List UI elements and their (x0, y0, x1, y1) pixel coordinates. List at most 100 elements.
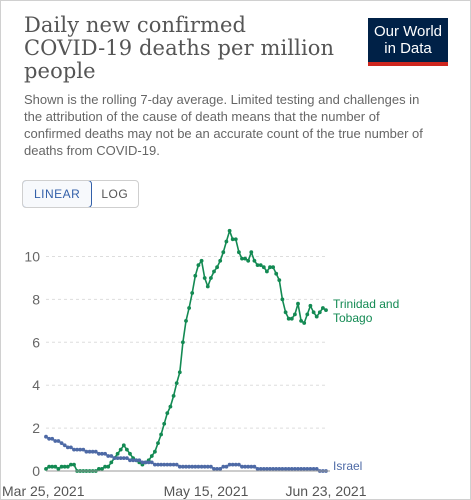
israel-point (193, 464, 198, 469)
israel-point (131, 458, 136, 463)
israel-point (283, 467, 288, 471)
israel-point (305, 467, 310, 471)
trinidad-and-tobago-point (177, 370, 182, 375)
israel-point (205, 464, 210, 469)
israel-point (121, 456, 126, 460)
trinidad-and-tobago-point (50, 464, 55, 469)
trinidad-and-tobago-point (62, 464, 67, 469)
trinidad-and-tobago-point (280, 297, 285, 302)
logo-accent-bar (368, 62, 448, 66)
trinidad-and-tobago-point (227, 228, 232, 233)
israel-point (187, 464, 192, 469)
israel-point (65, 445, 70, 450)
israel-point (240, 464, 244, 469)
trinidad-and-tobago-point (289, 316, 294, 321)
trinidad-and-tobago-point (218, 258, 223, 263)
trinidad-and-tobago-point (103, 464, 107, 469)
israel-point (286, 467, 291, 471)
israel-point (62, 443, 67, 448)
series-labels: Trinidad and Tobago Israel (333, 297, 399, 473)
israel-point (233, 462, 238, 467)
israel-point (90, 449, 95, 454)
trinidad-and-tobago-point (184, 319, 188, 323)
israel-point (302, 467, 307, 471)
linear-scale-button[interactable]: LINEAR (23, 181, 93, 207)
x-tick-middle: May 15, 2021 (164, 483, 249, 499)
logo-line-2: in Data (384, 40, 432, 57)
x-axis: Mar 25, 2021 May 15, 2021 Jun 23, 2021 (2, 470, 367, 499)
trinidad-and-tobago-point (162, 421, 167, 426)
trinidad-and-tobago-point (202, 276, 207, 280)
israel-point (118, 456, 123, 460)
trinidad-and-tobago-point (165, 411, 170, 415)
trinidad-and-tobago-point (265, 269, 269, 274)
israel-point (78, 447, 83, 452)
israel-point (81, 447, 86, 452)
trinidad-and-tobago-point (56, 467, 61, 471)
label-trinidad-and-tobago: Trinidad and Tobago (333, 297, 399, 325)
trinidad-and-tobago-point (100, 467, 104, 471)
israel-point (177, 464, 182, 469)
israel-point (84, 449, 89, 454)
israel-point (199, 464, 204, 469)
israel-point (103, 451, 107, 456)
trinidad-and-tobago-point (261, 265, 266, 270)
israel-point (237, 462, 241, 467)
chart-title: Daily new confirmed COVID-19 deaths per … (24, 14, 354, 83)
chart-subtitle: Shown is the rolling 7-day average. Limi… (24, 92, 423, 158)
israel-point (274, 467, 279, 471)
israel-point (311, 467, 316, 471)
israel-point (289, 467, 294, 471)
trinidad-and-tobago-point (193, 273, 198, 278)
israel-point (181, 464, 185, 469)
trinidad-and-tobago-point (59, 464, 64, 469)
israel-point (314, 467, 319, 471)
israel-point (106, 454, 111, 458)
israel-point (202, 464, 207, 469)
trinidad-and-tobago-point (118, 447, 123, 452)
israel-point (87, 449, 92, 454)
israel-point (268, 467, 272, 471)
israel-point (125, 456, 129, 460)
israel-point (134, 458, 139, 463)
owid-logo[interactable]: Our World in Data (368, 18, 448, 66)
trinidad-and-tobago-point (125, 447, 129, 452)
trinidad-and-tobago-point (196, 263, 201, 267)
israel-point (243, 464, 248, 469)
israel-point (196, 464, 201, 469)
title-line-1: Daily new confirmed (24, 13, 247, 37)
israel-point (165, 462, 170, 467)
israel-point (97, 451, 101, 456)
trinidad-and-tobago-point (159, 432, 164, 437)
y-tick-6: 6 (32, 334, 40, 350)
trinidad-and-tobago-point (252, 258, 257, 263)
log-scale-button[interactable]: LOG (101, 187, 129, 201)
israel-point (72, 447, 76, 452)
trinidad-and-tobago-point (109, 460, 114, 465)
logo-line-1: Our World (373, 23, 443, 40)
israel-point (171, 462, 176, 467)
trinidad-and-tobago-point (121, 443, 126, 448)
trinidad-and-tobago-point (268, 265, 272, 270)
israel-point (168, 462, 173, 467)
israel-point (293, 467, 297, 471)
israel-point (246, 464, 251, 469)
israel-point (174, 462, 179, 467)
y-tick-8: 8 (32, 291, 40, 307)
israel-point (255, 467, 260, 471)
trinidad-and-tobago-point (115, 451, 120, 456)
title-line-3: people (24, 59, 96, 83)
israel-point (47, 436, 51, 441)
israel-point (299, 467, 303, 471)
trinidad-and-tobago-point (47, 464, 51, 469)
israel-point (140, 460, 145, 465)
trinidad-and-tobago-point (293, 312, 297, 317)
israel-point (146, 460, 151, 465)
trinidad-and-tobago-point (44, 467, 48, 471)
trinidad-and-tobago-point (302, 321, 307, 325)
israel-point (252, 464, 257, 469)
israel-point (261, 467, 266, 471)
trinidad-and-tobago-point (296, 301, 300, 306)
israel-point (143, 460, 148, 465)
